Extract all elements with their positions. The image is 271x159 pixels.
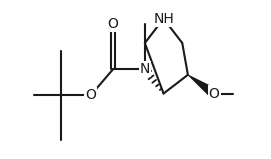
Text: O: O <box>85 88 96 102</box>
Text: NH: NH <box>153 12 174 26</box>
Text: O: O <box>108 17 118 31</box>
Text: N: N <box>140 62 150 76</box>
Text: O: O <box>209 86 220 100</box>
Polygon shape <box>188 75 217 98</box>
